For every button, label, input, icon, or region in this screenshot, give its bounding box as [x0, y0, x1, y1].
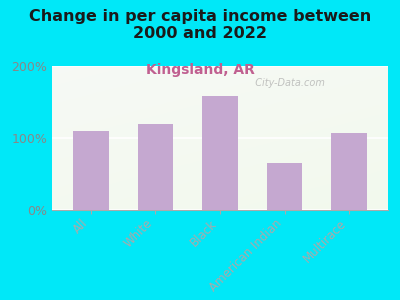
- Text: City-Data.com: City-Data.com: [249, 78, 325, 88]
- Text: Kingsland, AR: Kingsland, AR: [146, 63, 254, 77]
- Text: Change in per capita income between
2000 and 2022: Change in per capita income between 2000…: [29, 9, 371, 41]
- Bar: [73, 131, 108, 210]
- Bar: [332, 133, 367, 210]
- Bar: [202, 96, 238, 210]
- Bar: [267, 163, 302, 210]
- Bar: [138, 124, 173, 210]
